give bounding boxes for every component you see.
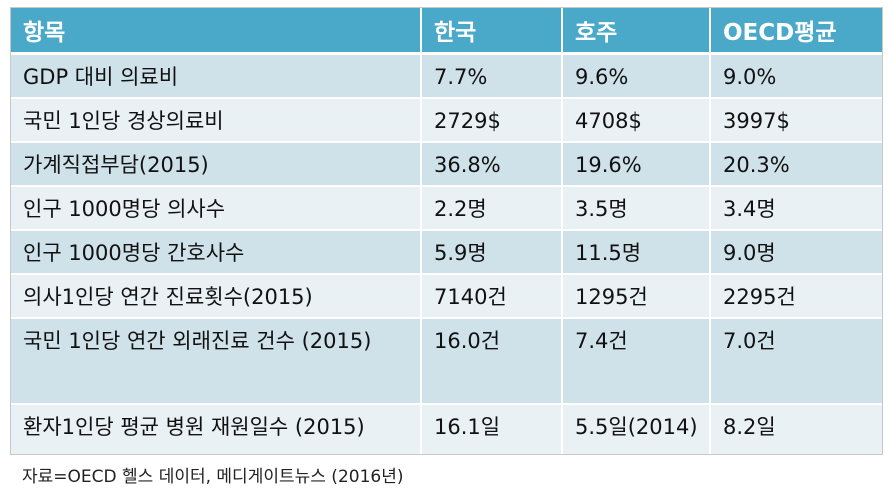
row-label: 국민 1인당 경상의료비 <box>11 98 422 143</box>
korea-value: 5.9명 <box>421 230 563 275</box>
korea-value: 16.1일 <box>421 404 563 454</box>
table-row: 환자1인당 평균 병원 재원일수 (2015) 16.1일 5.5일(2014)… <box>11 404 882 454</box>
oecd-value: 8.2일 <box>710 404 882 454</box>
table-row: GDP 대비 의료비 7.7% 9.6% 9.0% <box>11 53 882 99</box>
korea-value: 16.0건 <box>421 318 563 405</box>
oecd-value: 9.0명 <box>710 230 882 275</box>
data-table-frame: 항목 한국 호주 OECD평균 GDP 대비 의료비 7.7% 9.6% 9.0… <box>10 7 883 455</box>
table-header-row: 항목 한국 호주 OECD평균 <box>11 8 882 55</box>
table-row: 국민 1인당 연간 외래진료 건수 (2015) 16.0건 7.4건 7.0건 <box>11 318 882 405</box>
row-label: 환자1인당 평균 병원 재원일수 (2015) <box>11 404 422 454</box>
australia-value: 4708$ <box>562 98 711 143</box>
header-oecd-average: OECD평균 <box>710 8 882 55</box>
row-label: 가계직접부담(2015) <box>11 142 422 187</box>
oecd-value: 3997$ <box>710 98 882 143</box>
table-row: 의사1인당 연간 진료횟수(2015) 7140건 1295건 2295건 <box>11 274 882 319</box>
australia-value: 3.5명 <box>562 186 711 231</box>
australia-value: 5.5일(2014) <box>562 404 711 454</box>
australia-value: 11.5명 <box>562 230 711 275</box>
korea-value: 7.7% <box>421 53 563 99</box>
table-row: 인구 1000명당 의사수 2.2명 3.5명 3.4명 <box>11 186 882 231</box>
australia-value: 19.6% <box>562 142 711 187</box>
row-label: 국민 1인당 연간 외래진료 건수 (2015) <box>11 318 422 405</box>
australia-value: 1295건 <box>562 274 711 319</box>
row-label: 인구 1000명당 간호사수 <box>11 230 422 275</box>
australia-value: 7.4건 <box>562 318 711 405</box>
korea-value: 7140건 <box>421 274 563 319</box>
header-item: 항목 <box>11 8 422 55</box>
source-caption: 자료=OECD 헬스 데이터, 메디게이트뉴스 (2016년) <box>22 467 404 487</box>
header-korea: 한국 <box>421 8 563 55</box>
oecd-value: 3.4명 <box>710 186 882 231</box>
row-label: 의사1인당 연간 진료횟수(2015) <box>11 274 422 319</box>
row-label: GDP 대비 의료비 <box>11 53 422 99</box>
korea-value: 2729$ <box>421 98 563 143</box>
oecd-value: 20.3% <box>710 142 882 187</box>
table-row: 가계직접부담(2015) 36.8% 19.6% 20.3% <box>11 142 882 187</box>
oecd-value: 9.0% <box>710 53 882 99</box>
row-label: 인구 1000명당 의사수 <box>11 186 422 231</box>
korea-value: 2.2명 <box>421 186 563 231</box>
oecd-value: 2295건 <box>710 274 882 319</box>
korea-value: 36.8% <box>421 142 563 187</box>
table-row: 인구 1000명당 간호사수 5.9명 11.5명 9.0명 <box>11 230 882 275</box>
oecd-value: 7.0건 <box>710 318 882 405</box>
health-stats-table: 항목 한국 호주 OECD평균 GDP 대비 의료비 7.7% 9.6% 9.0… <box>11 8 882 454</box>
australia-value: 9.6% <box>562 53 711 99</box>
table-row: 국민 1인당 경상의료비 2729$ 4708$ 3997$ <box>11 98 882 143</box>
header-australia: 호주 <box>562 8 711 55</box>
